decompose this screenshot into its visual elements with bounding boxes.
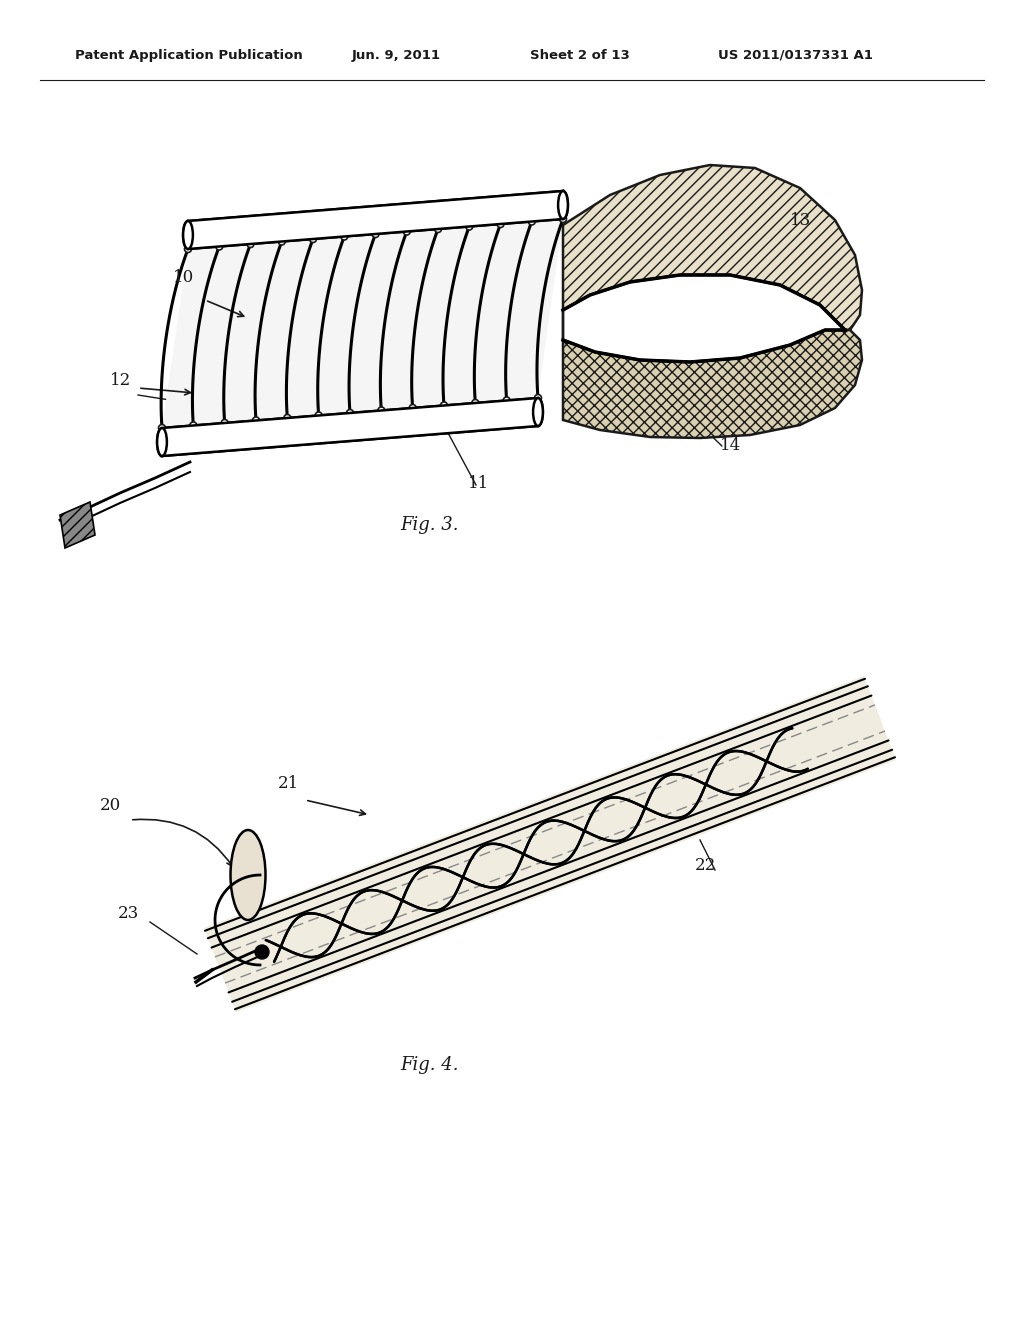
Polygon shape xyxy=(188,191,563,249)
Text: 20: 20 xyxy=(100,797,121,814)
Ellipse shape xyxy=(472,400,479,407)
Ellipse shape xyxy=(503,397,510,404)
Ellipse shape xyxy=(559,215,566,223)
Text: Jun. 9, 2011: Jun. 9, 2011 xyxy=(352,49,441,62)
Ellipse shape xyxy=(372,231,379,238)
Polygon shape xyxy=(60,502,95,548)
Ellipse shape xyxy=(534,399,543,426)
Text: 12: 12 xyxy=(110,372,131,389)
Polygon shape xyxy=(162,399,538,455)
Ellipse shape xyxy=(440,403,447,409)
Text: Fig. 3.: Fig. 3. xyxy=(400,516,459,535)
Text: Fig. 4.: Fig. 4. xyxy=(400,1056,459,1074)
Ellipse shape xyxy=(378,407,385,414)
Polygon shape xyxy=(162,399,538,455)
Polygon shape xyxy=(563,330,862,438)
Polygon shape xyxy=(563,275,845,362)
Polygon shape xyxy=(188,191,563,249)
Ellipse shape xyxy=(279,238,286,246)
Ellipse shape xyxy=(535,395,542,401)
Ellipse shape xyxy=(410,404,416,412)
Ellipse shape xyxy=(534,399,543,426)
Ellipse shape xyxy=(255,945,269,960)
Polygon shape xyxy=(204,676,896,1012)
Ellipse shape xyxy=(558,191,568,219)
Text: 23: 23 xyxy=(118,906,139,921)
Polygon shape xyxy=(563,165,862,330)
Text: 13: 13 xyxy=(790,213,811,228)
Ellipse shape xyxy=(189,422,197,429)
Ellipse shape xyxy=(341,234,348,240)
Text: 22: 22 xyxy=(695,857,716,874)
Ellipse shape xyxy=(284,414,291,421)
Text: 10: 10 xyxy=(173,269,195,286)
Ellipse shape xyxy=(157,428,167,455)
Text: Patent Application Publication: Patent Application Publication xyxy=(75,49,303,62)
Text: US 2011/0137331 A1: US 2011/0137331 A1 xyxy=(718,49,872,62)
Ellipse shape xyxy=(315,412,323,418)
Ellipse shape xyxy=(221,420,228,426)
Text: 21: 21 xyxy=(278,775,299,792)
Text: 11: 11 xyxy=(468,475,489,492)
Ellipse shape xyxy=(253,417,259,424)
Ellipse shape xyxy=(466,223,473,230)
Ellipse shape xyxy=(558,191,568,219)
Ellipse shape xyxy=(528,218,536,224)
Ellipse shape xyxy=(183,220,193,249)
Ellipse shape xyxy=(497,220,504,227)
Ellipse shape xyxy=(159,425,166,432)
Text: Sheet 2 of 13: Sheet 2 of 13 xyxy=(530,49,630,62)
Ellipse shape xyxy=(434,226,441,232)
Ellipse shape xyxy=(183,220,193,249)
Text: 14: 14 xyxy=(720,437,741,454)
Polygon shape xyxy=(162,219,563,428)
Ellipse shape xyxy=(230,830,265,920)
Ellipse shape xyxy=(216,243,223,249)
Ellipse shape xyxy=(247,240,254,248)
Ellipse shape xyxy=(346,409,353,417)
Ellipse shape xyxy=(184,246,191,252)
Ellipse shape xyxy=(309,235,316,243)
Ellipse shape xyxy=(403,228,411,235)
Ellipse shape xyxy=(157,428,167,455)
